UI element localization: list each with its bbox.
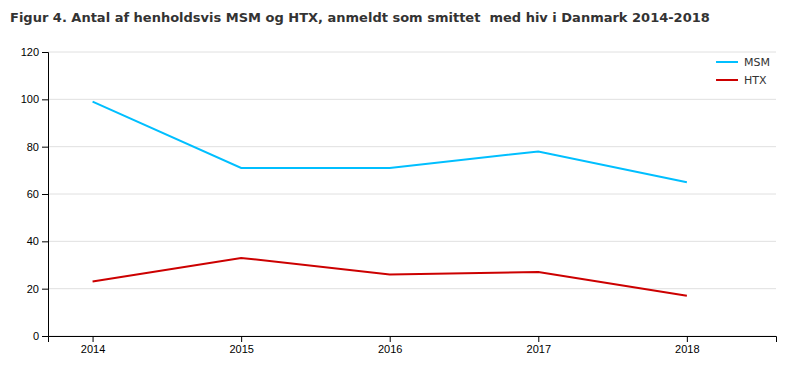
y-axis-tick: 100	[21, 93, 48, 105]
legend-swatch	[716, 61, 738, 63]
y-axis-tick-mark	[42, 99, 48, 100]
grid-line	[48, 52, 776, 53]
x-axis-tick-label: 2014	[81, 343, 105, 355]
x-axis-tick: 2017	[527, 336, 551, 355]
y-axis-tick-mark	[42, 147, 48, 148]
grid-line	[48, 99, 776, 100]
grid-line	[48, 146, 776, 147]
y-axis-tick: 20	[27, 283, 48, 295]
y-axis-tick-mark	[42, 289, 48, 290]
grid-line	[48, 241, 776, 242]
y-axis-tick-label: 20	[27, 283, 39, 295]
x-axis-tick: 2015	[229, 336, 253, 355]
x-axis-tick: 2014	[81, 336, 105, 355]
grid	[48, 52, 776, 336]
lines	[93, 102, 687, 296]
y-axis: 0 20 40 60 80 100 120	[21, 46, 49, 342]
y-axis-tick-label: 60	[27, 188, 39, 200]
y-axis-tick-label: 100	[21, 93, 39, 105]
x-axis-tick: 2016	[378, 336, 402, 355]
legend-label: MSM	[744, 56, 770, 69]
series-line	[93, 102, 687, 182]
y-axis-tick: 0	[33, 330, 48, 342]
x-axis-tick-mark	[538, 336, 539, 342]
y-axis-tick-label: 40	[27, 235, 39, 247]
x-axis-tick-mark	[390, 336, 391, 342]
grid-line	[48, 288, 776, 289]
y-axis-tick-mark	[42, 52, 48, 53]
y-axis-tick-mark	[42, 241, 48, 242]
plot: 2014 2015 2016 2017 2018 0 20 40 60 80 100 120 MSM HT…	[21, 46, 777, 355]
y-axis-tick: 40	[27, 235, 48, 247]
y-axis-tick-mark	[42, 336, 48, 337]
legend-label: HTX	[744, 74, 767, 87]
x-axis-tick-mark	[687, 336, 688, 342]
x-axis-tick-label: 2016	[378, 343, 402, 355]
legend-item: HTX	[716, 74, 767, 87]
x-axis-tick-mark	[93, 336, 94, 342]
x-axis-tick-label: 2017	[527, 343, 551, 355]
y-axis-tick: 60	[27, 188, 48, 200]
x-axis-line	[49, 337, 777, 343]
x-axis-tick-mark	[241, 336, 242, 342]
chart: Figur 4. Antal af henholdsvis MSM og HTX…	[0, 0, 800, 368]
y-axis-line	[42, 53, 49, 337]
series-line	[93, 258, 687, 296]
grid-line	[48, 194, 776, 195]
x-axis-tick: 2018	[675, 336, 699, 355]
legend-item: MSM	[716, 56, 770, 69]
x-axis: 2014 2015 2016 2017 2018	[49, 336, 777, 355]
legend: MSM HTX	[716, 56, 770, 87]
y-axis-tick: 120	[21, 46, 48, 58]
legend-swatch	[716, 79, 738, 81]
x-axis-tick-label: 2015	[229, 343, 253, 355]
y-axis-tick-label: 0	[33, 330, 39, 342]
y-axis-tick: 80	[27, 141, 48, 153]
x-axis-tick-label: 2018	[675, 343, 699, 355]
y-axis-tick-label: 120	[21, 46, 39, 58]
y-axis-tick-mark	[42, 194, 48, 195]
title: Figur 4. Antal af henholdsvis MSM og HTX…	[10, 10, 710, 25]
y-axis-tick-label: 80	[27, 141, 39, 153]
